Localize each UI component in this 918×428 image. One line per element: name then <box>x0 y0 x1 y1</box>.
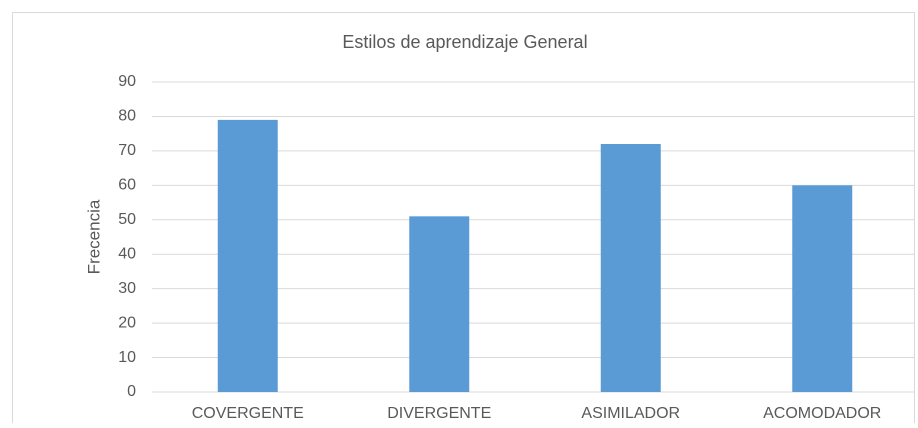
y-tick-label: 90 <box>118 73 136 90</box>
y-tick-label: 60 <box>118 177 136 194</box>
y-tick-label: 10 <box>118 349 136 366</box>
y-tick-label: 0 <box>127 383 136 400</box>
bar <box>217 119 278 392</box>
x-tick-label: COVERGENTE <box>192 405 304 422</box>
bar <box>600 144 661 392</box>
bar <box>792 185 853 392</box>
y-tick-label: 30 <box>118 280 136 297</box>
chart-title: Estilos de aprendizaje General <box>342 32 587 52</box>
x-tick-label: ACOMODADOR <box>763 405 881 422</box>
bar <box>409 216 470 392</box>
y-tick-label: 40 <box>118 245 136 262</box>
x-tick-label: DIVERGENTE <box>387 405 491 422</box>
x-tick-label: ASIMILADOR <box>581 405 680 422</box>
y-axis-label: Frecencia <box>84 199 103 274</box>
y-tick-label: 50 <box>118 211 136 228</box>
y-tick-label: 20 <box>118 314 136 331</box>
y-tick-label: 70 <box>118 142 136 159</box>
y-tick-label: 80 <box>118 108 136 125</box>
